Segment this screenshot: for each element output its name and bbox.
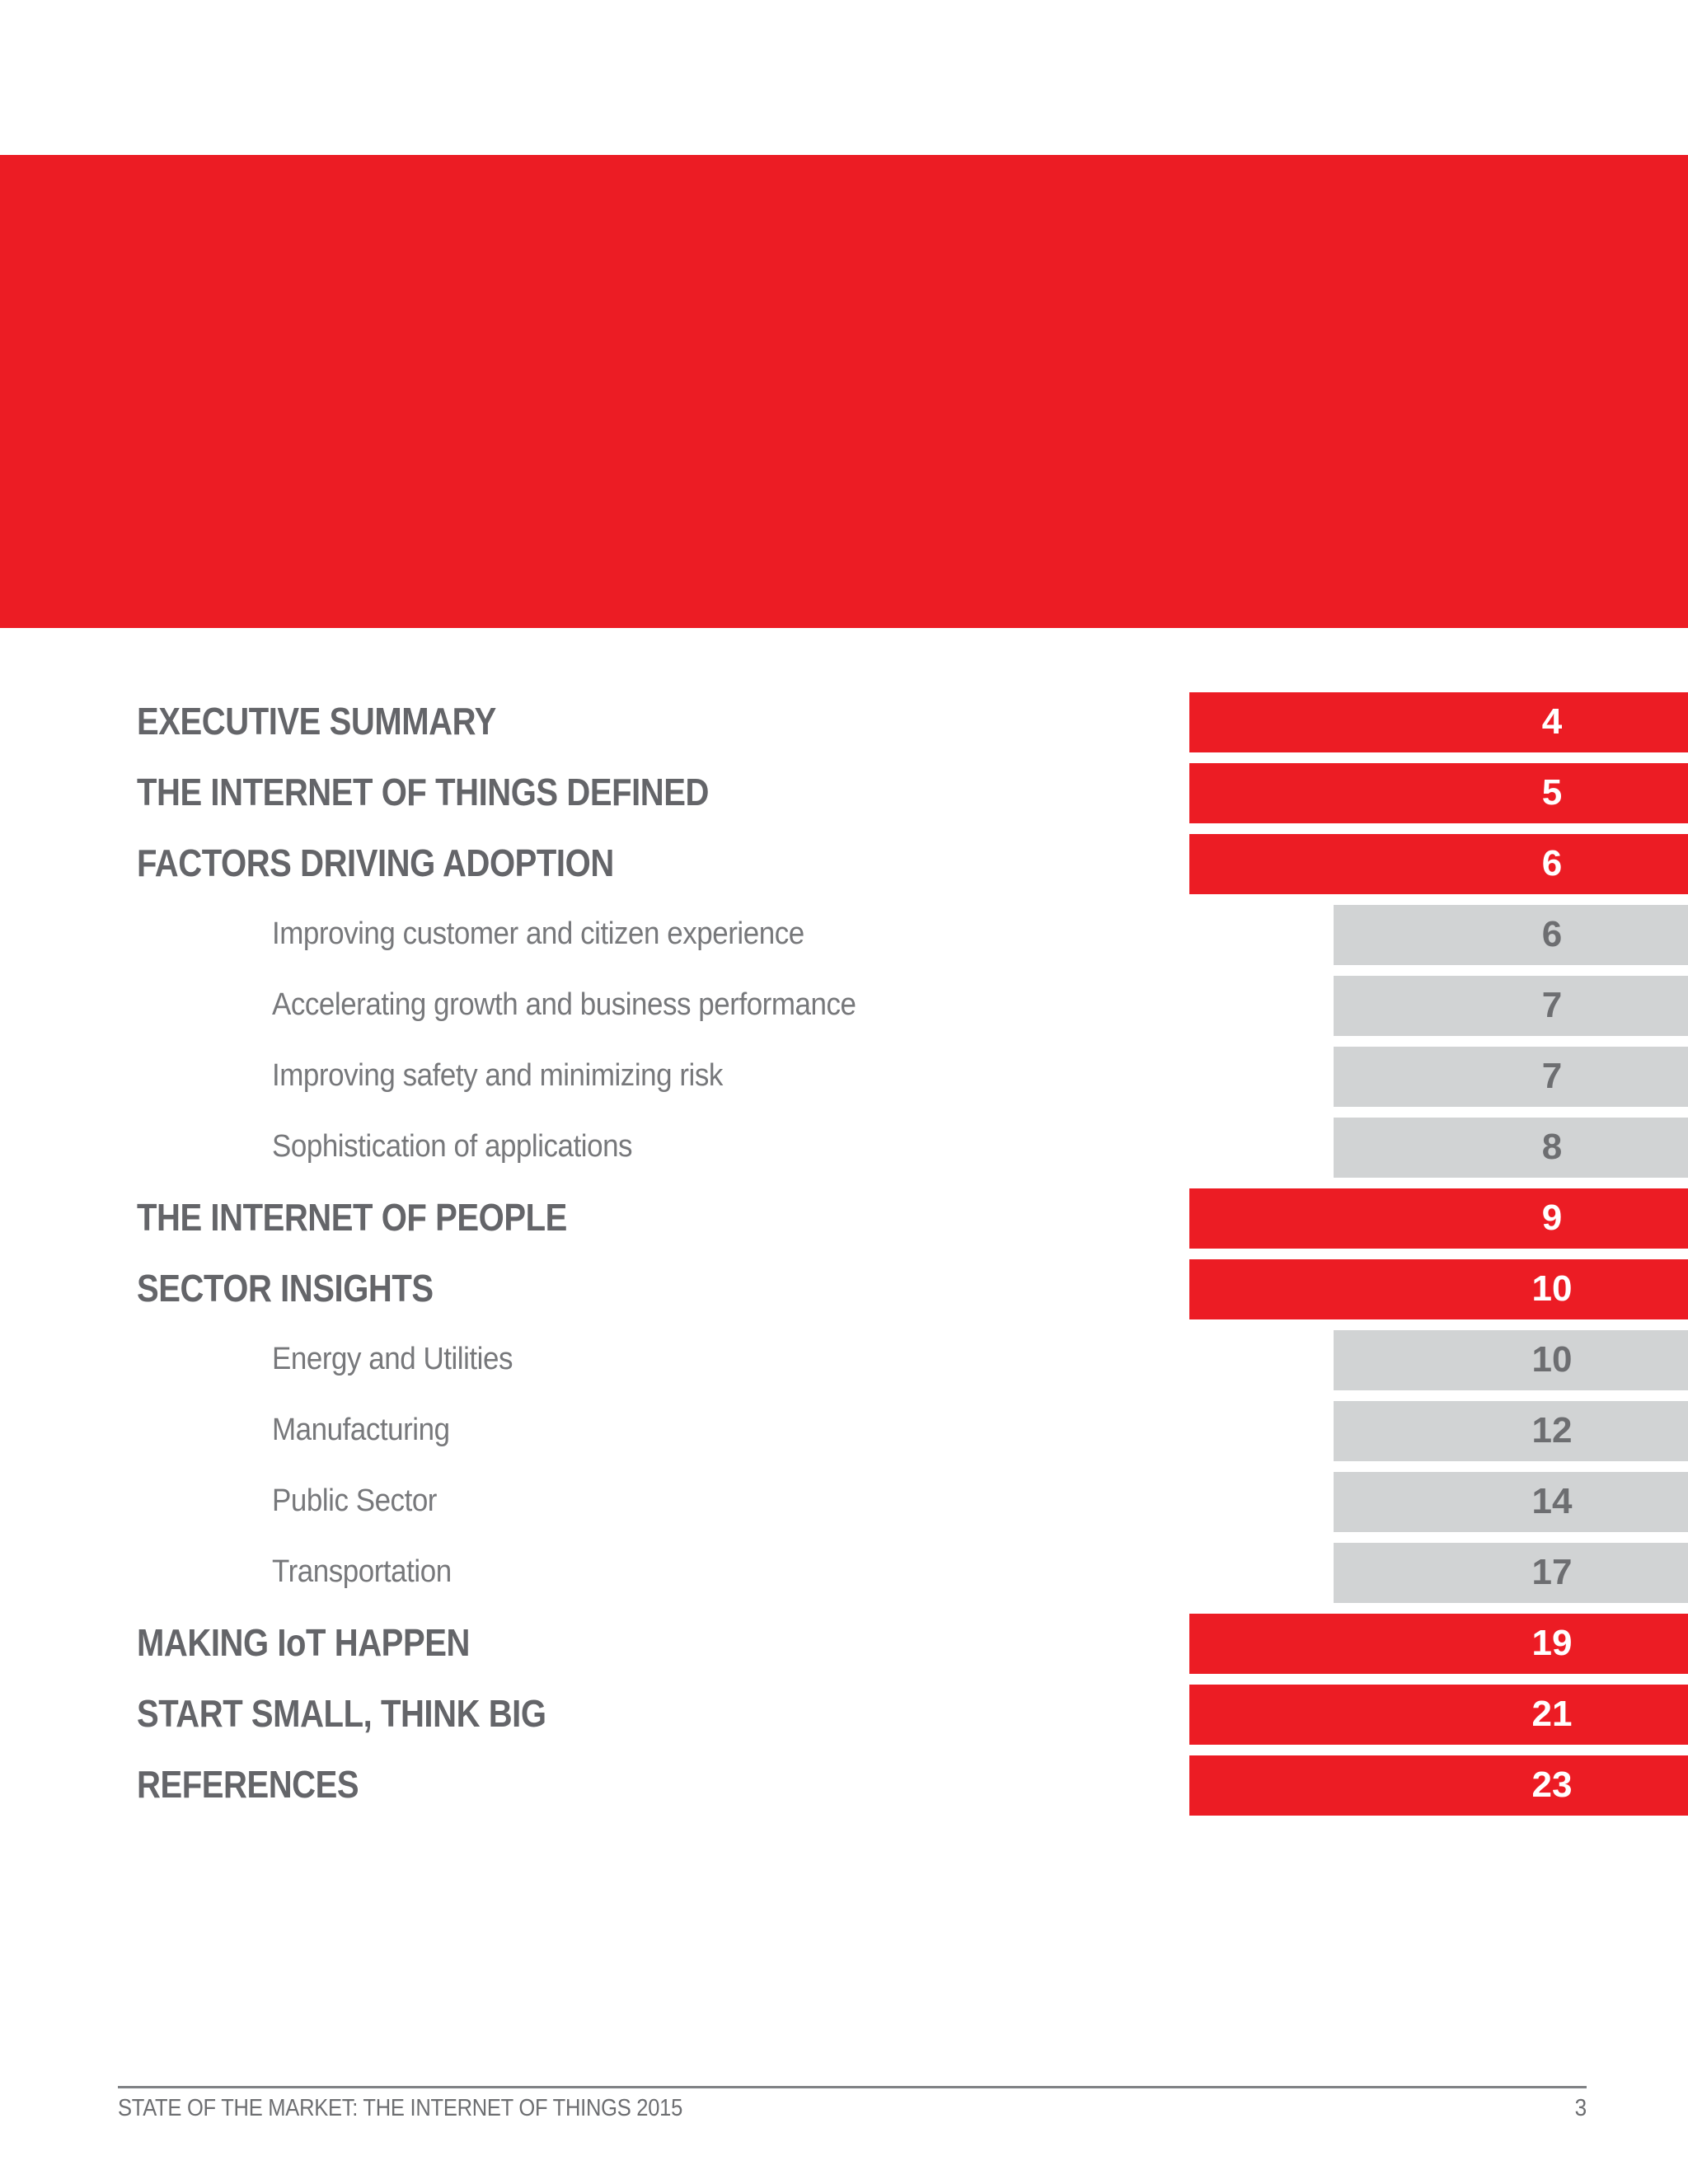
- toc-page-bar: 9: [1189, 1188, 1688, 1249]
- toc-label: EXECUTIVE SUMMARY: [137, 699, 496, 743]
- toc-page-number: 6: [1541, 913, 1563, 954]
- toc-row[interactable]: Improving customer and citizen experienc…: [0, 905, 1688, 965]
- toc-row[interactable]: THE INTERNET OF THINGS DEFINED 5: [0, 763, 1688, 823]
- toc-row[interactable]: Public Sector 14: [0, 1472, 1688, 1532]
- toc-row[interactable]: Transportation 17: [0, 1543, 1688, 1603]
- footer: STATE OF THE MARKET: THE INTERNET OF THI…: [118, 2094, 1587, 2123]
- toc-row[interactable]: Accelerating growth and business perform…: [0, 976, 1688, 1036]
- toc-page-bar: 12: [1334, 1401, 1688, 1461]
- toc-page-number: 9: [1541, 1197, 1563, 1238]
- toc-page-number: 6: [1541, 842, 1563, 883]
- toc-page-bar: 6: [1334, 905, 1688, 965]
- toc-label: Accelerating growth and business perform…: [272, 987, 856, 1022]
- toc-label: THE INTERNET OF THINGS DEFINED: [137, 770, 709, 813]
- toc-row[interactable]: REFERENCES 23: [0, 1755, 1688, 1816]
- toc-row[interactable]: EXECUTIVE SUMMARY 4: [0, 692, 1688, 752]
- toc-page-bar: 19: [1189, 1614, 1688, 1674]
- toc-page-bar: 10: [1189, 1259, 1688, 1319]
- toc-row[interactable]: Improving safety and minimizing risk 7: [0, 1047, 1688, 1107]
- toc-label: Public Sector: [272, 1483, 437, 1518]
- toc-page-bar: 7: [1334, 1047, 1688, 1107]
- toc-row[interactable]: Energy and Utilities 10: [0, 1330, 1688, 1390]
- toc-page-bar: 7: [1334, 976, 1688, 1036]
- toc-page-number: 14: [1531, 1480, 1573, 1521]
- toc-page-number: 8: [1541, 1126, 1563, 1167]
- toc-label: START SMALL, THINK BIG: [137, 1691, 546, 1735]
- toc-row[interactable]: SECTOR INSIGHTS 10: [0, 1259, 1688, 1319]
- toc-page-number: 12: [1531, 1409, 1573, 1451]
- footer-page-number: 3: [1574, 2095, 1587, 2121]
- toc-page-number: 21: [1531, 1693, 1573, 1734]
- toc-page-bar: 10: [1334, 1330, 1688, 1390]
- toc-label: FACTORS DRIVING ADOPTION: [137, 841, 614, 884]
- toc-page-bar: 21: [1189, 1685, 1688, 1745]
- toc-label: Improving safety and minimizing risk: [272, 1057, 723, 1093]
- toc-page-bar: 8: [1334, 1118, 1688, 1178]
- toc-page-number: 23: [1531, 1764, 1573, 1805]
- toc-page-number: 19: [1531, 1622, 1573, 1663]
- toc-row[interactable]: THE INTERNET OF PEOPLE 9: [0, 1188, 1688, 1249]
- footer-title: STATE OF THE MARKET: THE INTERNET OF THI…: [118, 2095, 683, 2121]
- toc-label: Energy and Utilities: [272, 1341, 513, 1376]
- toc-row[interactable]: START SMALL, THINK BIG 21: [0, 1685, 1688, 1745]
- toc-page-bar: 14: [1334, 1472, 1688, 1532]
- toc-page-bar: 23: [1189, 1755, 1688, 1816]
- footer-rule: [118, 2086, 1587, 2088]
- toc-page-number: 5: [1541, 771, 1563, 813]
- toc-page-number: 4: [1541, 701, 1563, 742]
- toc-page-number: 7: [1541, 1055, 1563, 1096]
- toc-label: Transportation: [272, 1554, 452, 1589]
- toc-label: REFERENCES: [137, 1762, 359, 1806]
- toc-page-number: 10: [1531, 1268, 1573, 1309]
- toc-label: MAKING IoT HAPPEN: [137, 1620, 470, 1664]
- toc-page-bar: 5: [1189, 763, 1688, 823]
- table-of-contents: EXECUTIVE SUMMARY 4 THE INTERNET OF THIN…: [0, 692, 1688, 1826]
- toc-label: Sophistication of applications: [272, 1128, 633, 1164]
- toc-label: SECTOR INSIGHTS: [137, 1266, 434, 1310]
- toc-page-number: 10: [1531, 1338, 1573, 1380]
- toc-label: Improving customer and citizen experienc…: [272, 916, 804, 951]
- toc-row[interactable]: Manufacturing 12: [0, 1401, 1688, 1461]
- toc-page-bar: 6: [1189, 834, 1688, 894]
- toc-row[interactable]: FACTORS DRIVING ADOPTION 6: [0, 834, 1688, 894]
- toc-page-number: 7: [1541, 984, 1563, 1025]
- red-banner: [0, 155, 1688, 628]
- toc-page-bar: 4: [1189, 692, 1688, 752]
- toc-page-bar: 17: [1334, 1543, 1688, 1603]
- toc-label: THE INTERNET OF PEOPLE: [137, 1195, 567, 1239]
- toc-page-number: 17: [1531, 1551, 1573, 1592]
- toc-row[interactable]: MAKING IoT HAPPEN 19: [0, 1614, 1688, 1674]
- toc-label: Manufacturing: [272, 1412, 450, 1447]
- toc-row[interactable]: Sophistication of applications 8: [0, 1118, 1688, 1178]
